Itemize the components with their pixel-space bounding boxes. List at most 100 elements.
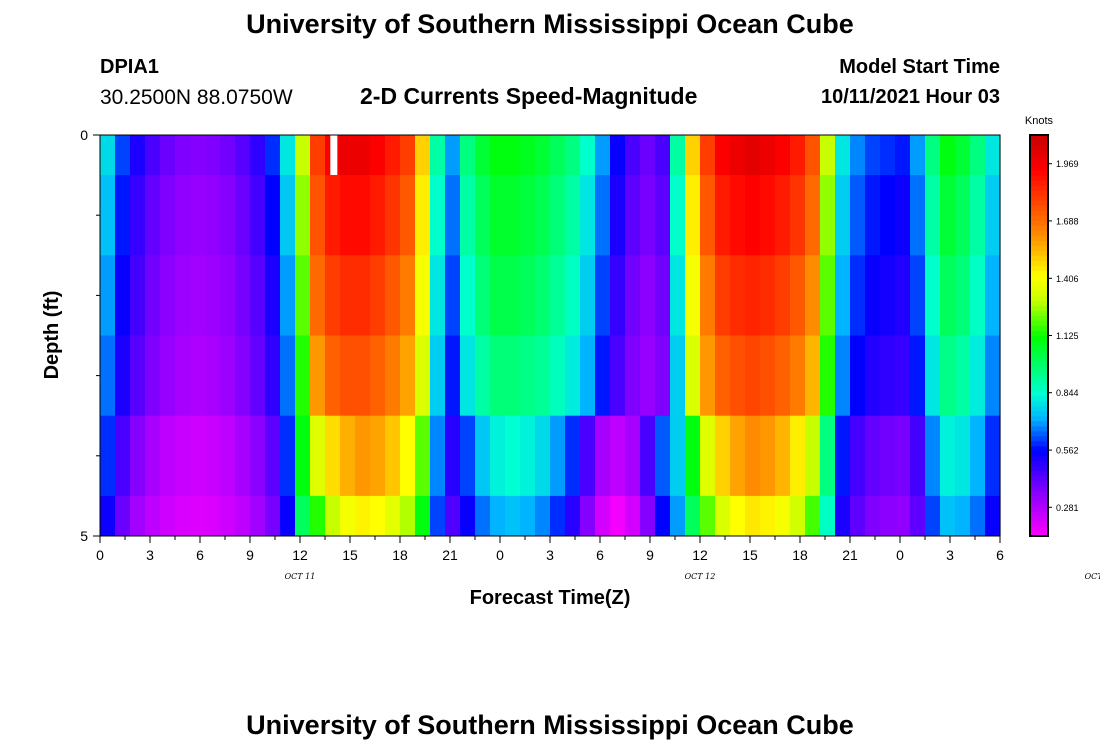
heatmap-cell (595, 335, 611, 417)
heatmap-cell (640, 135, 656, 176)
colorbar-segment (1030, 355, 1048, 362)
colorbar-segment (1030, 530, 1048, 537)
heatmap-cell (430, 175, 446, 256)
heatmap-cell (655, 335, 671, 417)
colorbar-segment (1030, 310, 1048, 317)
heatmap-cell (625, 495, 641, 537)
heatmap-cell (820, 255, 836, 336)
heatmap-cell (970, 495, 986, 537)
heatmap-cell (520, 255, 536, 336)
heatmap-cell (220, 495, 236, 537)
heatmap-cell (910, 415, 926, 497)
heatmap-cell (385, 135, 401, 176)
heatmap-cell (910, 175, 926, 256)
heatmap-cell (595, 135, 611, 176)
heatmap-cell (700, 255, 716, 336)
heatmap-cell (505, 135, 521, 176)
x-tick-label: 12 (292, 547, 308, 563)
heatmap-cell (355, 255, 371, 336)
colorbar-unit-label: Knots (1025, 115, 1054, 127)
heatmap-cell (640, 335, 656, 417)
x-tick-label: 21 (442, 547, 458, 563)
heatmap-cell (910, 135, 926, 176)
heatmap-cell (940, 495, 956, 537)
heatmap-cell (775, 415, 791, 497)
heatmap-cell (940, 135, 956, 176)
colorbar-segment (1030, 170, 1048, 176)
colorbar-segment (1030, 290, 1048, 296)
x-tick-label: 21 (842, 547, 858, 563)
heatmap-cell (985, 335, 1001, 417)
x-tick-label: 6 (996, 547, 1004, 563)
heatmap-cell (775, 135, 791, 176)
colorbar-segment (1030, 305, 1048, 312)
heatmap-cell (520, 335, 536, 417)
heatmap-cell (640, 255, 656, 336)
heatmap-cell (400, 335, 416, 417)
heatmap-cell (970, 415, 986, 497)
heatmap-cell (805, 255, 821, 336)
heatmap-cell (475, 335, 491, 417)
heatmap-cell (580, 415, 596, 497)
heatmap-cell (970, 255, 986, 336)
y-axis-label: Depth (ft) (41, 291, 63, 380)
heatmap-cell (460, 415, 476, 497)
colorbar-segment (1030, 465, 1048, 472)
colorbar-segment (1030, 435, 1048, 442)
heatmap-cell (610, 175, 626, 256)
heatmap-cell (385, 495, 401, 537)
y-tick-label: 0 (80, 127, 88, 143)
heatmap-cell (580, 495, 596, 537)
heatmap-cell (715, 135, 731, 176)
heatmap-cell (820, 415, 836, 497)
heatmap-cell (685, 415, 701, 497)
heatmap-cell (445, 255, 461, 336)
heatmap-cell (460, 495, 476, 537)
heatmap-cell (145, 175, 161, 256)
heatmap-cell (520, 135, 536, 176)
colorbar-segment (1030, 335, 1048, 342)
heatmap-cell (505, 335, 521, 417)
heatmap-cell (115, 415, 131, 497)
colorbar-segment (1030, 140, 1048, 146)
x-tick-label: 9 (646, 547, 654, 563)
heatmap-cell (265, 495, 281, 537)
colorbar-segment (1030, 295, 1048, 302)
heatmap-cell (580, 175, 596, 256)
heatmap-cell (565, 495, 581, 537)
colorbar-segment (1030, 225, 1048, 231)
heatmap-cell (505, 495, 521, 537)
page-title-top: University of Southern Mississippi Ocean… (246, 9, 854, 39)
heatmap-cell (370, 335, 386, 417)
heatmap-cell (325, 255, 341, 336)
heatmap-cell (775, 175, 791, 256)
x-tick-label: 18 (792, 547, 808, 563)
colorbar-segment (1030, 455, 1048, 462)
colorbar: Knots 1.969 1.688 1.406 1.125 0.844 0.562 0.281 (1025, 115, 1079, 537)
colorbar-segment (1030, 240, 1048, 246)
colorbar-segment (1030, 185, 1048, 191)
heatmap-cell (850, 135, 866, 176)
heatmap-cell (835, 335, 851, 417)
colorbar-segment (1030, 440, 1048, 447)
heatmap-cell (445, 495, 461, 537)
colorbar-segment (1030, 135, 1048, 141)
heatmap-cell (820, 335, 836, 417)
colorbar-segment (1030, 190, 1048, 196)
heatmap-cell (340, 135, 356, 176)
heatmap-cell (550, 255, 566, 336)
heatmap-cell (265, 175, 281, 256)
heatmap-cell (310, 175, 326, 256)
heatmap-cell (445, 135, 461, 176)
heatmap-cell (160, 335, 176, 417)
heatmap-cells (100, 135, 1001, 537)
heatmap-cell (595, 415, 611, 497)
colorbar-segment (1030, 280, 1048, 286)
heatmap-cell (610, 415, 626, 497)
heatmap-cell (730, 415, 746, 497)
heatmap-cell (445, 415, 461, 497)
heatmap-cell (760, 415, 776, 497)
heatmap-cell (460, 175, 476, 256)
heatmap-cell (520, 495, 536, 537)
